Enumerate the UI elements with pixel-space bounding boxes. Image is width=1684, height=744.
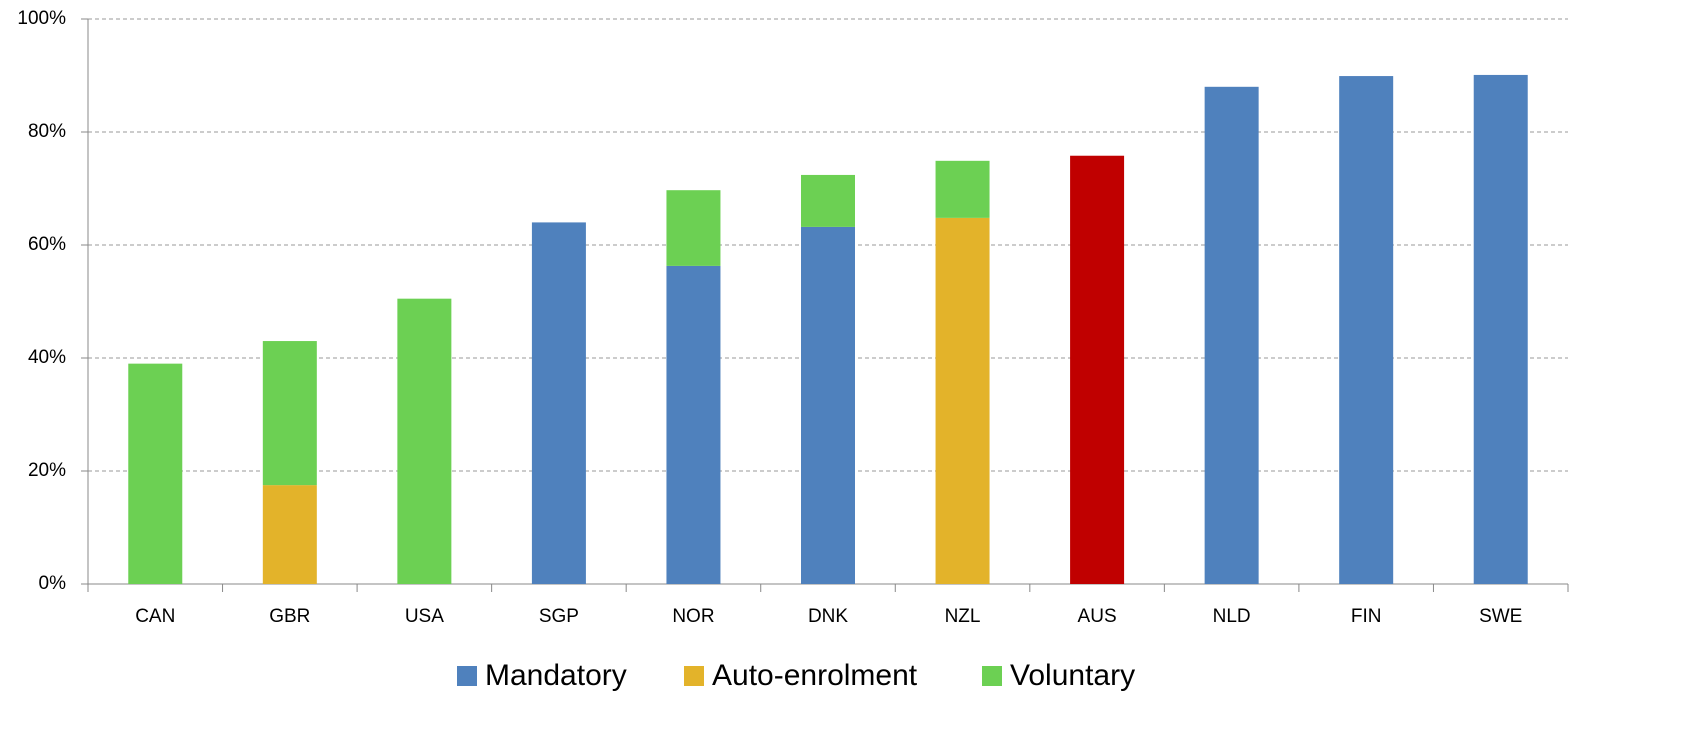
bar-segment (531, 222, 586, 584)
bar-segment (1473, 74, 1528, 584)
bar-segment (1339, 76, 1394, 584)
legend-swatch (982, 666, 1002, 686)
x-tick-label: DNK (808, 606, 848, 627)
legend-label: Voluntary (1010, 659, 1135, 692)
bar-segment (935, 160, 990, 218)
x-tick-label: NOR (672, 606, 714, 627)
y-tick-label: 60% (28, 234, 66, 255)
y-tick-label: 80% (28, 121, 66, 142)
y-tick-label: 40% (28, 347, 66, 368)
x-tick-label: AUS (1078, 606, 1117, 627)
y-tick-label: 0% (39, 573, 67, 594)
y-tick-label: 100% (17, 8, 66, 29)
legend-label: Mandatory (485, 659, 627, 692)
x-tick-label: USA (405, 606, 444, 627)
bar-segment (262, 485, 317, 584)
x-tick-label: SWE (1479, 606, 1522, 627)
legend-swatch (457, 666, 477, 686)
x-tick-label: CAN (135, 606, 175, 627)
bar-segment (801, 174, 855, 227)
bar-segment (128, 363, 183, 584)
bar-segment (666, 265, 721, 584)
bar-segment (262, 341, 317, 486)
bar-segment (935, 217, 990, 584)
legend-swatch (684, 666, 704, 686)
bar-segment (801, 226, 855, 585)
x-tick-label: NLD (1213, 606, 1251, 627)
bar-segment (1204, 86, 1259, 585)
legend-label: Auto-enrolment (712, 659, 918, 692)
y-tick-label: 20% (28, 460, 66, 481)
bar-segment (397, 298, 452, 584)
x-tick-label: GBR (269, 606, 310, 627)
bar-segment (666, 190, 721, 266)
bar-segment (1070, 155, 1125, 585)
x-tick-label: NZL (945, 606, 981, 627)
x-tick-label: FIN (1351, 606, 1382, 627)
x-tick-label: SGP (539, 606, 579, 627)
